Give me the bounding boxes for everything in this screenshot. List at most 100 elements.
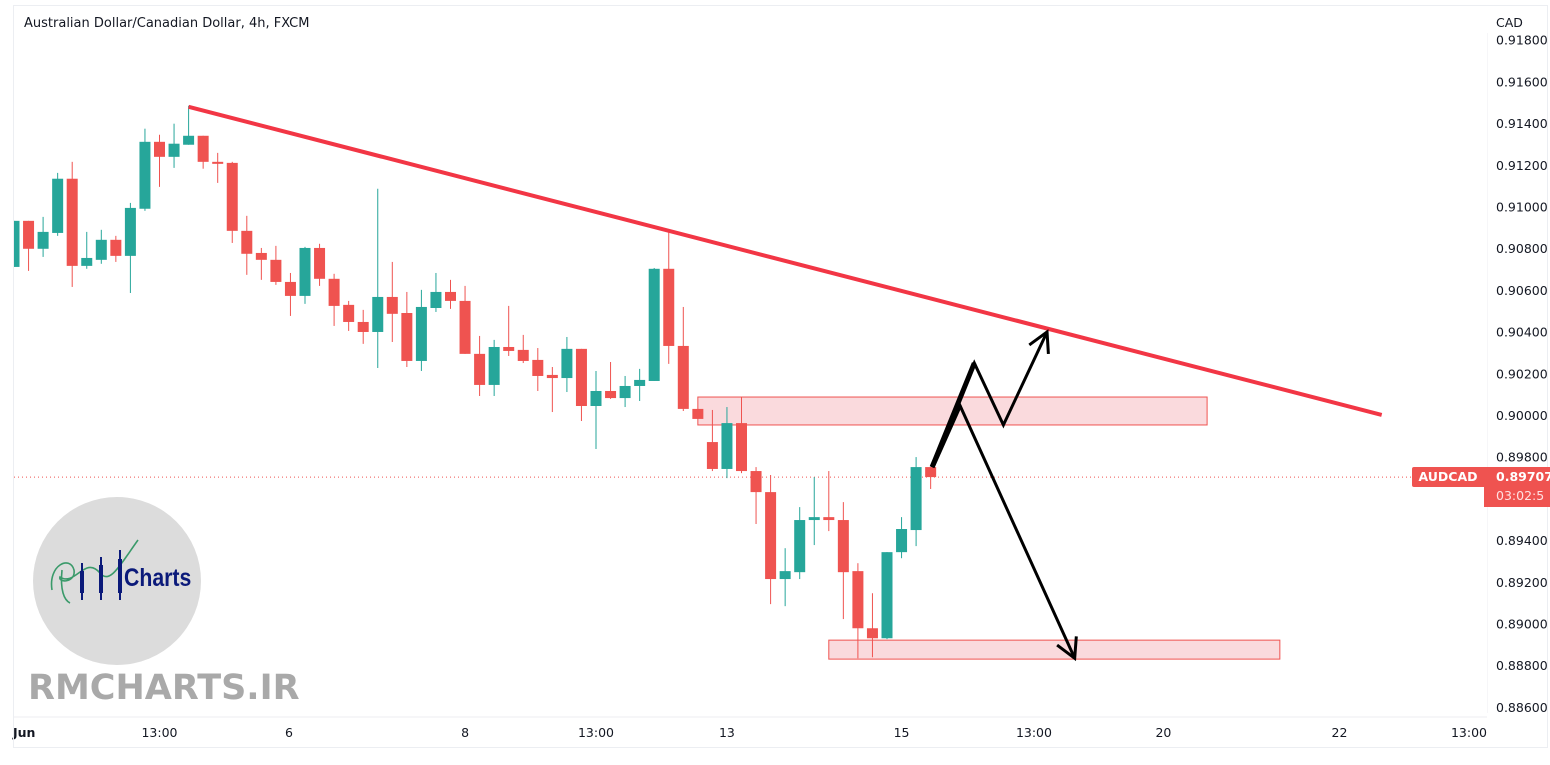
candle [328, 273, 340, 326]
candle-body [343, 304, 355, 322]
candle [663, 231, 675, 364]
candle-body [852, 571, 864, 629]
candle [474, 335, 486, 396]
candle [706, 409, 718, 472]
candle [154, 134, 165, 187]
candle [23, 220, 35, 271]
price-tick-label: 0.89800 [1496, 450, 1548, 465]
candle [532, 348, 544, 391]
candle-body [721, 423, 733, 469]
arrowhead-icon [1028, 329, 1050, 355]
candle-body [736, 423, 747, 472]
price-tick-label: 0.91400 [1496, 116, 1548, 131]
candle [750, 467, 762, 525]
candle-body [255, 252, 267, 260]
candle-body [226, 162, 238, 231]
time-tick-label: 15 [894, 725, 910, 740]
candle [736, 397, 747, 474]
candle [284, 272, 296, 316]
price-tick-label: 0.88600 [1496, 700, 1548, 715]
time-tick-label: Jun [12, 725, 35, 740]
candle [343, 300, 355, 331]
candle [765, 475, 777, 605]
time-tick-label: 13:00 [1016, 725, 1052, 740]
candle [415, 289, 427, 371]
candle-body [459, 300, 471, 354]
price-tick-label: 0.89200 [1496, 575, 1548, 590]
candle-body [401, 313, 413, 361]
support-zone [828, 639, 1281, 660]
candle [299, 246, 311, 304]
candle [314, 243, 326, 286]
time-tick-label: 13:00 [578, 725, 614, 740]
candle-body [154, 141, 165, 157]
candle [517, 334, 529, 364]
bearish-scenario-arrow [929, 401, 1078, 662]
time-tick-label: 20 [1155, 725, 1171, 740]
candle-body [14, 220, 20, 267]
symbol-badge: AUDCAD [1412, 467, 1484, 487]
candle-body [925, 467, 937, 478]
candle [183, 105, 195, 145]
currency-label: CAD [1496, 15, 1523, 30]
candle-body [561, 348, 573, 379]
candle [837, 502, 849, 620]
candle-body [677, 345, 689, 409]
time-axis[interactable]: Jun 13:00 6 8 13:00 13 15 13:00 20 22 13:00 [12, 716, 1487, 740]
candle [95, 229, 107, 264]
candle [721, 407, 733, 479]
candle-body [648, 268, 660, 381]
candle-body [706, 442, 718, 469]
candle [81, 231, 93, 269]
candle [866, 593, 878, 658]
candle [52, 172, 64, 236]
candle [488, 339, 500, 396]
candle-body [808, 517, 820, 521]
candle-body [532, 359, 544, 376]
candle [110, 235, 122, 262]
candle-body [881, 552, 893, 639]
arrow-start-segment [929, 403, 963, 469]
candle-body [372, 296, 384, 332]
candle-body [183, 135, 195, 145]
candle-body [605, 390, 617, 399]
candle [546, 367, 558, 413]
candle-body [765, 492, 777, 580]
time-tick-label: 13 [719, 725, 735, 740]
candle [605, 361, 617, 399]
time-tick-label: 6 [285, 725, 293, 740]
candle [357, 309, 369, 344]
price-tick-label: 0.88800 [1496, 658, 1548, 673]
candle-body [445, 291, 456, 301]
candle [270, 245, 282, 285]
candle-body [386, 296, 398, 314]
price-tick-label: 0.91800 [1496, 33, 1548, 48]
price-axis[interactable]: 0.91800 0.91600 0.91400 0.91200 0.91000 0.908… [1487, 0, 1548, 765]
time-tick-label: 22 [1332, 725, 1348, 740]
candle-body [503, 346, 515, 351]
price-tick-label: 0.90800 [1496, 241, 1548, 256]
candle-body [488, 346, 500, 385]
candle [823, 471, 835, 532]
candle [634, 368, 646, 401]
candle-body [23, 220, 35, 249]
plot-area[interactable] [9, 104, 1488, 662]
candle [503, 305, 515, 356]
candle-body [634, 379, 646, 386]
candle [139, 128, 151, 211]
candle-body [270, 259, 282, 282]
candle-body [284, 281, 296, 296]
candle-body [750, 471, 762, 493]
candle-body [81, 257, 93, 266]
candle-body [95, 239, 107, 260]
candle-body [197, 135, 209, 162]
bar-countdown: 03:02:5 [1496, 488, 1545, 503]
candle-body [866, 628, 878, 639]
candle [808, 477, 820, 546]
candle-body [794, 520, 806, 573]
time-tick-label: 13:00 [141, 725, 177, 740]
rmcharts-logo-icon [33, 497, 201, 665]
candle [241, 215, 253, 275]
candle [561, 336, 573, 393]
